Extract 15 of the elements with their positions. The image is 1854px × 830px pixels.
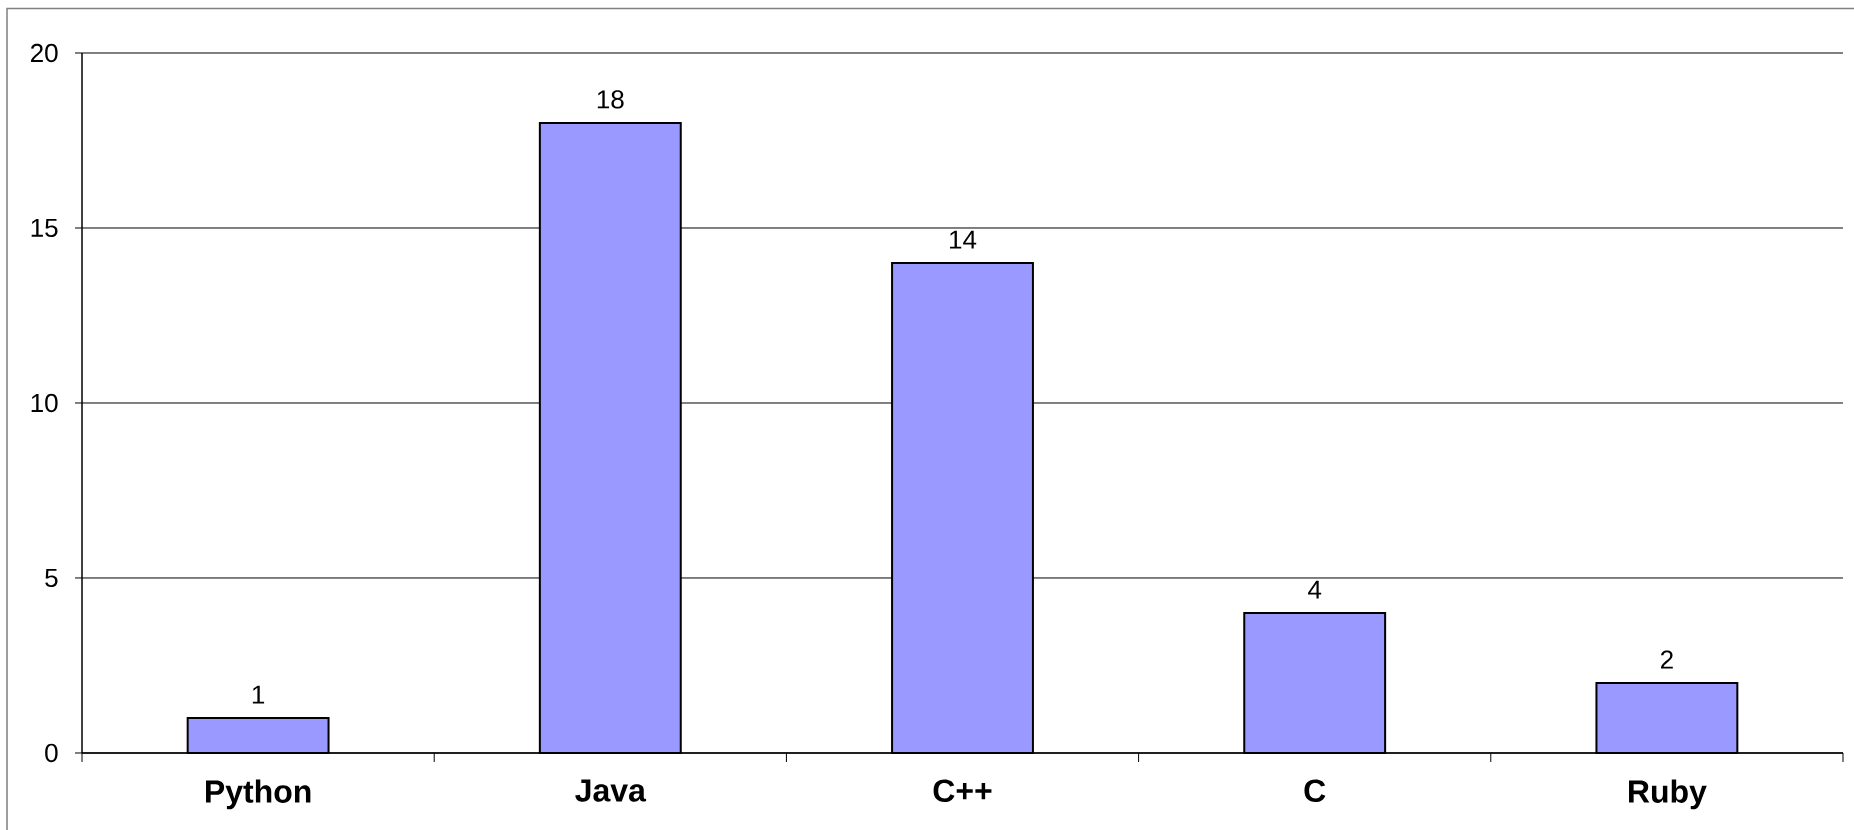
data-label: 18	[597, 90, 624, 109]
data-label: 4	[1308, 580, 1322, 599]
y-tick-label: 20	[31, 43, 58, 63]
y-tick-label: 5	[45, 568, 58, 588]
x-tick-label: Ruby	[1629, 779, 1707, 810]
data-label: 14	[950, 230, 977, 249]
data-label: 1	[252, 685, 265, 704]
data-label: 2	[1660, 650, 1673, 669]
x-tick-label: Java	[575, 779, 647, 802]
y-tick-label: 10	[31, 393, 58, 413]
x-tick-label: Python	[206, 779, 311, 810]
y-tick-label: 15	[31, 218, 58, 238]
x-tick-label: C++	[933, 779, 992, 803]
x-tick-label: C	[1304, 779, 1326, 803]
y-tick-label: 0	[45, 743, 58, 763]
